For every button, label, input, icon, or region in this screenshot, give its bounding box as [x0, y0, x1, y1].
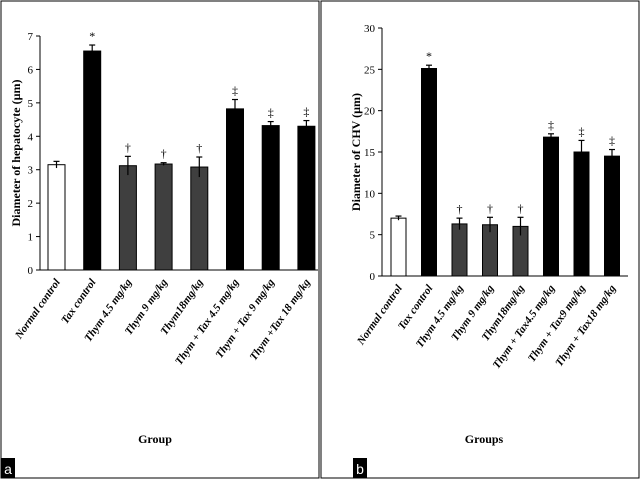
pb-significance-marker: ‡ [579, 124, 585, 138]
pa-significance-marker: † [196, 141, 202, 155]
pb-y-axis-label: Diameter of CHV (µm) [349, 93, 363, 211]
pb-bar [390, 217, 407, 277]
pa-significance-marker: † [125, 140, 131, 154]
panel-a-badge [1, 458, 15, 478]
pb-y-tick-label: 30 [364, 23, 376, 35]
pa-bar [297, 125, 316, 271]
pa-y-tick-label: 3 [28, 165, 34, 177]
pa-category-label: Thym + Tax 4.5 mg/kg [173, 276, 242, 367]
pb-significance-marker: † [457, 202, 463, 216]
chart-panel-a: 0 1 2 3 4 5 6 7 Diameter of hepatocyte (µm) Group… [9, 29, 318, 446]
pa-y-tick-label: 7 [28, 31, 34, 43]
pa-y-axis-label: Diameter of hepatocyte (µm) [9, 80, 23, 227]
pb-bar [482, 224, 498, 277]
pa-y-tick-label: 5 [28, 98, 34, 110]
pb-y-tick-label: 10 [364, 188, 376, 200]
pb-bar [573, 151, 590, 277]
panel-a-frame [0, 0, 320, 479]
pb-y-tick-label: 15 [364, 147, 376, 159]
pa-significance-marker: † [161, 147, 167, 161]
panel-b-badge [353, 458, 367, 478]
pa-y-tick-label: 0 [28, 265, 34, 277]
pa-significance-marker: ‡ [268, 106, 274, 120]
pb-y-tick-label: 5 [370, 230, 376, 242]
pa-category-label: Normal control [12, 276, 63, 342]
pa-bar [154, 163, 173, 271]
pa-category-label: Tax control [59, 276, 99, 326]
pa-significance-marker: ‡ [303, 105, 309, 119]
pa-bar [118, 165, 137, 271]
panel-a-label: a [4, 461, 12, 477]
pa-y-tick-label: 6 [28, 64, 34, 76]
pb-significance-marker: ‡ [548, 118, 554, 132]
pb-x-axis-label: Groups [465, 432, 504, 446]
pb-significance-marker: † [487, 201, 493, 215]
pa-x-axis-label: Group [138, 432, 172, 446]
pb-bar [604, 155, 620, 277]
pa-significance-marker: ‡ [232, 84, 238, 98]
chart-panel-b: 0 5 10 15 20 25 30 Diameter of CHV (µm) Groups No… [349, 23, 628, 446]
pb-y-tick-label: 0 [370, 271, 376, 283]
pb-category-label: Thym + Tax9 mg/kg [526, 282, 588, 364]
pb-significance-marker: † [518, 201, 524, 215]
pb-category-label: Thym + Tax18 mg/kg [553, 282, 619, 368]
panel-b-frame [320, 0, 640, 479]
panel-b-label: b [356, 461, 364, 477]
pb-bar [451, 223, 468, 277]
pa-bar [190, 166, 209, 271]
pb-y-tick-label: 25 [364, 64, 376, 76]
pa-y-tick-label: 1 [28, 232, 34, 244]
pa-bar [47, 164, 66, 271]
pb-significance-marker: * [426, 49, 432, 63]
pb-significance-marker: ‡ [609, 134, 615, 148]
pa-bar [83, 50, 102, 271]
pa-y-tick-label: 4 [28, 131, 34, 143]
pb-bar [421, 68, 437, 277]
pa-significance-marker: * [89, 29, 95, 43]
pa-bar [261, 125, 280, 271]
pb-category-label: Normal control [354, 282, 405, 348]
pa-y-tick-label: 2 [28, 198, 34, 210]
pa-bar [226, 108, 244, 271]
pb-bar [543, 136, 559, 277]
pb-y-tick-label: 20 [364, 106, 376, 118]
